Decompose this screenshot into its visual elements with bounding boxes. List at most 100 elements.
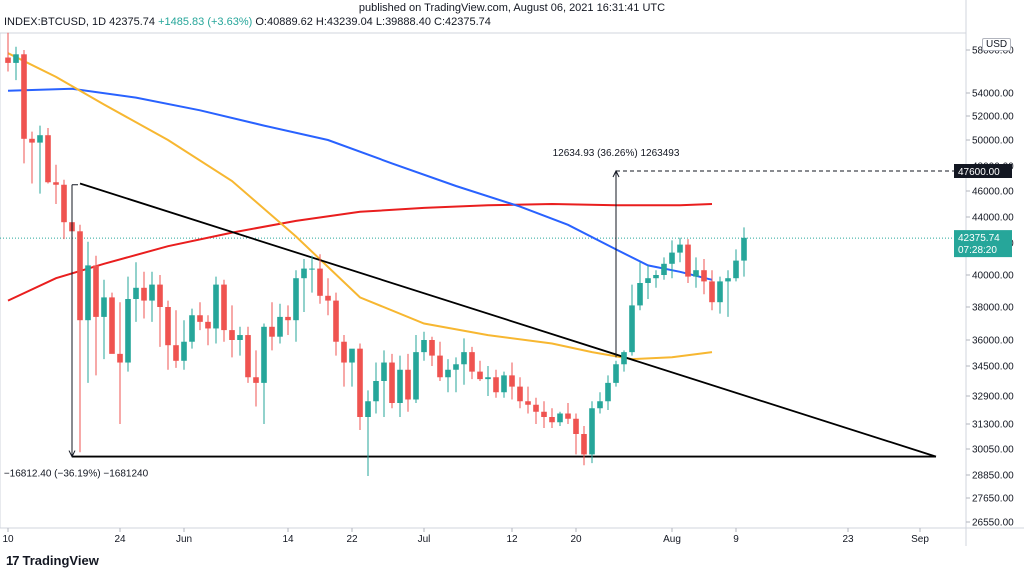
candle-body[interactable] (685, 244, 691, 277)
candle-body[interactable] (397, 369, 403, 403)
symbol-label[interactable]: INDEX:BTCUSD, 1D (4, 16, 107, 28)
candle-body[interactable] (733, 260, 739, 279)
candle-body[interactable] (317, 268, 323, 296)
candle-body[interactable] (173, 345, 179, 361)
candle-body[interactable] (445, 369, 451, 378)
candle-body[interactable] (485, 377, 491, 380)
candle-body[interactable] (693, 270, 699, 277)
high-value: 43239.04 (326, 16, 373, 28)
measure-down-arrowhead (68, 450, 76, 458)
candle-body[interactable] (117, 353, 123, 363)
candle-body[interactable] (165, 307, 171, 346)
candle-body[interactable] (125, 299, 131, 363)
candle-body[interactable] (661, 263, 667, 275)
candle-body[interactable] (469, 352, 475, 372)
candle-body[interactable] (189, 315, 195, 342)
candle-body[interactable] (605, 382, 611, 402)
candle-body[interactable] (253, 377, 259, 383)
candle-body[interactable] (669, 252, 675, 264)
candle-body[interactable] (357, 348, 363, 417)
candle-body[interactable] (325, 295, 331, 301)
candle-body[interactable] (493, 377, 499, 393)
candle-body[interactable] (477, 371, 483, 380)
candle-body[interactable] (565, 413, 571, 419)
candle-body[interactable] (293, 278, 299, 321)
candle-body[interactable] (93, 265, 99, 317)
candle-body[interactable] (533, 404, 539, 412)
candle-body[interactable] (101, 297, 107, 317)
candle-body[interactable] (181, 341, 187, 361)
candle-body[interactable] (109, 297, 115, 354)
candle-body[interactable] (549, 417, 555, 423)
candle-body[interactable] (261, 326, 267, 383)
candle-body[interactable] (381, 362, 387, 381)
candle-body[interactable] (389, 362, 395, 403)
candle-body[interactable] (37, 135, 43, 143)
candle-body[interactable] (245, 335, 251, 378)
candle-body[interactable] (21, 54, 27, 139)
candle-body[interactable] (53, 182, 59, 185)
candle-body[interactable] (517, 386, 523, 402)
candle-body[interactable] (509, 375, 515, 387)
candle-body[interactable] (149, 284, 155, 301)
candle-body[interactable] (725, 278, 731, 282)
candle-body[interactable] (309, 268, 315, 270)
candle-body[interactable] (421, 340, 427, 353)
candle-body[interactable] (349, 348, 355, 363)
candle-body[interactable] (221, 284, 227, 331)
candle-body[interactable] (237, 335, 243, 340)
candle-body[interactable] (301, 268, 307, 279)
candle-body[interactable] (277, 316, 283, 337)
candle-body[interactable] (717, 281, 723, 303)
candle-body[interactable] (621, 352, 627, 365)
candle-body[interactable] (629, 305, 635, 353)
candle-body[interactable] (557, 413, 563, 423)
candle-body[interactable] (413, 352, 419, 400)
candle-body[interactable] (541, 411, 547, 417)
candle-body[interactable] (701, 270, 707, 282)
currency-badge[interactable]: USD (982, 38, 1012, 51)
candle-body[interactable] (589, 408, 595, 455)
candle-body[interactable] (333, 300, 339, 342)
candle-body[interactable] (501, 375, 507, 393)
candle-body[interactable] (29, 138, 35, 143)
candle-body[interactable] (157, 284, 163, 307)
candle-body[interactable] (373, 381, 379, 402)
candle-body[interactable] (285, 316, 291, 321)
candle-body[interactable] (365, 401, 371, 417)
candle-body[interactable] (645, 278, 651, 283)
candle-body[interactable] (741, 237, 747, 261)
candle-body[interactable] (197, 315, 203, 322)
candle-body[interactable] (453, 364, 459, 370)
candle-body[interactable] (141, 287, 147, 301)
candle-body[interactable] (461, 352, 467, 365)
candle-body[interactable] (5, 57, 11, 63)
candle-body[interactable] (341, 341, 347, 363)
candle-body[interactable] (637, 283, 643, 306)
x-tick-label: 14 (282, 534, 294, 545)
candle-body[interactable] (709, 281, 715, 303)
candle-body[interactable] (437, 355, 443, 378)
candle-body[interactable] (13, 54, 19, 63)
candle-body[interactable] (45, 135, 51, 183)
candle-body[interactable] (85, 265, 91, 321)
target-tag-label: 47600.00 (958, 167, 1000, 178)
descending-trendline[interactable] (79, 182, 937, 458)
candle-body[interactable] (597, 401, 603, 409)
candle-body[interactable] (613, 364, 619, 383)
candle-body[interactable] (77, 231, 83, 321)
candle-body[interactable] (525, 401, 531, 405)
candle-body[interactable] (677, 244, 683, 253)
candle-body[interactable] (229, 330, 235, 340)
candle-body[interactable] (581, 434, 587, 455)
candle-body[interactable] (429, 340, 435, 356)
candle-body[interactable] (133, 287, 139, 299)
candle-body[interactable] (205, 321, 211, 329)
candle-body[interactable] (61, 184, 67, 223)
candle-body[interactable] (405, 369, 411, 400)
candle-body[interactable] (573, 418, 579, 434)
candle-body[interactable] (213, 284, 219, 329)
candle-body[interactable] (269, 326, 275, 337)
candle-body[interactable] (653, 275, 659, 279)
